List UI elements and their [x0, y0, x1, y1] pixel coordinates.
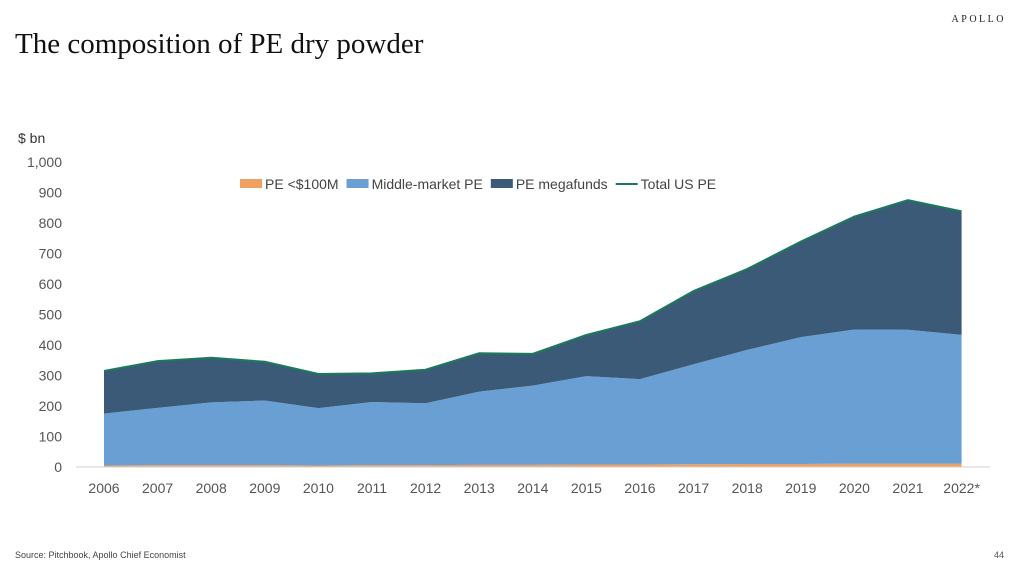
- x-tick-label: 2010: [303, 480, 334, 496]
- y-tick-label: 100: [39, 429, 63, 445]
- x-tick-label: 2019: [785, 480, 816, 496]
- x-tick-label: 2020: [839, 480, 870, 496]
- y-tick-label: 700: [39, 246, 63, 262]
- legend-item-pe-megafunds: PE megafunds: [490, 176, 608, 192]
- legend-item-total-us-pe: Total US PE: [615, 176, 716, 192]
- page-number: 44: [993, 550, 1004, 560]
- area-pe-megafunds: [104, 200, 962, 414]
- x-tick-label: 2021: [892, 480, 923, 496]
- y-tick-label: 300: [39, 368, 63, 384]
- legend: PE <$100M Middle-market PE PE megafunds Tot…: [240, 176, 716, 192]
- line-total-us-pe: [103, 199, 962, 375]
- legend-item-pe-100m: PE <$100M: [240, 176, 339, 192]
- x-tick-label: 2008: [196, 480, 227, 496]
- legend-swatch: [240, 179, 262, 188]
- y-tick-label: 600: [39, 276, 63, 292]
- x-tick-label: 2007: [142, 480, 173, 496]
- x-tick-label: 2022*: [943, 480, 980, 496]
- brand-logo: APOLLO: [951, 14, 1006, 25]
- x-tick-label: 2017: [678, 480, 709, 496]
- x-tick-label: 2016: [624, 480, 655, 496]
- area-layer: [104, 200, 962, 467]
- y-tick-label: 500: [39, 307, 63, 323]
- y-tick-label: 1,000: [27, 154, 62, 170]
- x-tick-label: 2012: [410, 480, 441, 496]
- x-tick-label: 2014: [517, 480, 548, 496]
- legend-label: PE megafunds: [516, 176, 608, 192]
- legend-label: Total US PE: [641, 176, 716, 192]
- y-tick-label: 800: [39, 215, 63, 231]
- legend-swatch: [346, 179, 369, 188]
- y-tick-label: 0: [54, 459, 62, 475]
- x-tick-label: 2018: [732, 480, 763, 496]
- line-layer: [103, 199, 962, 375]
- source-note: Source: Pitchbook, Apollo Chief Economis…: [15, 550, 186, 560]
- x-tick-label: 2006: [88, 480, 119, 496]
- y-tick-label: 900: [39, 185, 63, 201]
- x-tick-label: 2011: [357, 480, 387, 496]
- x-tick-label: 2013: [464, 480, 495, 496]
- legend-label: Middle-market PE: [372, 176, 483, 192]
- legend-label: PE <$100M: [265, 176, 339, 192]
- area-middle-market-pe: [104, 329, 962, 466]
- y-tick-label: 200: [39, 398, 63, 414]
- y-axis-label: $ bn: [18, 130, 45, 146]
- x-tick-label: 2015: [571, 480, 602, 496]
- page-title: The composition of PE dry powder: [15, 28, 424, 60]
- legend-item-middle-market-pe: Middle-market PE: [346, 176, 483, 192]
- x-tick-label: 2009: [249, 480, 280, 496]
- axes-layer: 2006 2007 2008 2009 2010 2011 2012 2013 2014 2015…: [18, 130, 990, 496]
- y-tick-label: 400: [39, 337, 63, 353]
- area-pe-100m: [104, 463, 962, 467]
- legend-swatch: [490, 179, 513, 188]
